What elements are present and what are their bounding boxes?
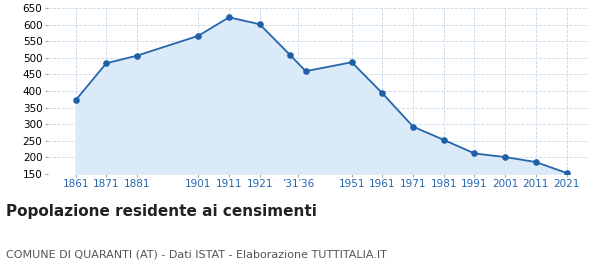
Point [470, 151, 479, 156]
Point [409, 124, 418, 129]
Point [500, 155, 510, 159]
Point [71, 98, 80, 102]
Text: COMUNE DI QUARANTI (AT) - Dati ISTAT - Elaborazione TUTTITALIA.IT: COMUNE DI QUARANTI (AT) - Dati ISTAT - E… [6, 249, 387, 259]
Point [562, 171, 571, 175]
Point [132, 53, 142, 58]
Point [286, 53, 295, 58]
Point [255, 22, 265, 27]
Point [194, 34, 203, 38]
Point [347, 60, 356, 64]
Point [439, 138, 449, 142]
Point [224, 15, 234, 20]
Point [377, 91, 387, 95]
Point [101, 61, 111, 66]
Point [531, 160, 541, 164]
Point [301, 69, 311, 73]
Text: Popolazione residente ai censimenti: Popolazione residente ai censimenti [6, 204, 317, 220]
